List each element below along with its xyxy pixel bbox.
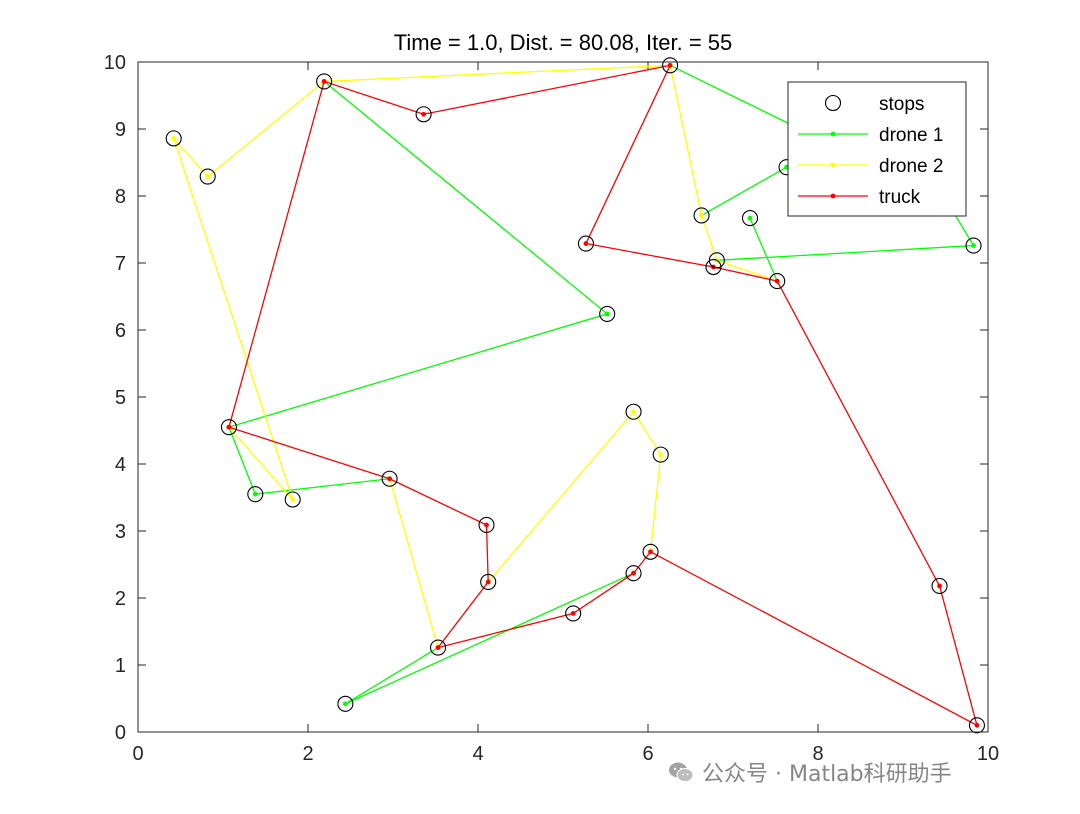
stop-marker — [220, 419, 237, 436]
stop-marker — [625, 565, 642, 582]
legend-stops-marker — [824, 94, 842, 112]
truck-point — [387, 476, 392, 482]
y-tick-label: 8 — [115, 186, 126, 208]
legend-label: drone 2 — [879, 156, 943, 177]
truck-point — [226, 424, 232, 430]
stop-marker — [247, 486, 264, 503]
legend-label: stops — [879, 94, 924, 115]
y-tick-label: 7 — [115, 253, 126, 275]
drone-2-route — [173, 64, 671, 500]
legend-label: drone 1 — [879, 125, 943, 146]
legend-label: truck — [879, 187, 921, 208]
y-tick-label: 2 — [115, 588, 126, 610]
stop-marker — [199, 168, 216, 185]
truck-point — [484, 522, 489, 528]
legend-drone-2-dot — [830, 162, 836, 168]
stop-marker — [931, 577, 948, 594]
truck-point — [648, 549, 653, 555]
stop-marker — [337, 695, 354, 712]
stop-marker — [708, 252, 725, 269]
y-tick-label: 3 — [115, 521, 126, 543]
truck-point — [774, 278, 780, 284]
y-tick-label: 4 — [115, 454, 126, 476]
stop-marker — [478, 516, 495, 534]
truck-point — [583, 241, 589, 246]
y-tick-label: 0 — [115, 722, 126, 744]
legend: stops drone 1 drone 2 truck — [787, 81, 967, 217]
stop-marker — [769, 273, 786, 290]
watermark-text: 公众号 · Matlab科研助手 — [702, 762, 952, 787]
y-tick-label: 10 — [104, 52, 126, 74]
legend-truck-dot — [830, 193, 836, 199]
truck-point — [937, 583, 942, 589]
stop-marker — [662, 57, 679, 74]
drone-2-point — [205, 174, 211, 179]
drone-1-point — [971, 243, 976, 248]
series-layer — [171, 62, 980, 728]
truck-point — [974, 722, 980, 728]
drone-2-point — [290, 497, 296, 502]
stop-marker — [625, 403, 642, 420]
drone-2-route — [388, 478, 439, 648]
legend-box — [787, 81, 967, 217]
stop-marker — [415, 106, 432, 123]
x-tick-label: 8 — [812, 743, 823, 765]
drone-2-point — [658, 452, 664, 458]
stop-marker — [284, 491, 301, 508]
stop-marker — [381, 470, 398, 487]
truck-point — [435, 645, 441, 650]
stop-marker — [480, 573, 497, 590]
drone-1-route — [749, 217, 778, 282]
drone-1-point — [343, 701, 348, 707]
truck-point — [631, 570, 636, 576]
stop-marker — [741, 210, 759, 227]
legend-drone-1-dot — [830, 131, 836, 137]
stop-marker — [577, 235, 595, 252]
y-tick-label: 5 — [115, 387, 126, 409]
drone-1-point — [604, 311, 610, 317]
y-tick-label: 1 — [115, 655, 126, 677]
x-tick-label: 4 — [472, 743, 483, 765]
stop-marker — [565, 605, 582, 622]
drone-2-point — [631, 409, 636, 415]
stop-marker — [599, 305, 616, 322]
y-tick-label: 9 — [115, 119, 126, 141]
stop-marker — [642, 543, 659, 560]
y-tick-label: 6 — [115, 320, 126, 342]
truck-point — [321, 79, 327, 84]
x-tick-label: 2 — [302, 743, 313, 765]
stop-marker — [316, 73, 333, 90]
x-tick-label: 10 — [977, 743, 999, 765]
x-tick-label: 0 — [132, 743, 143, 765]
wechat-icon — [669, 762, 694, 782]
drone-2-point — [699, 213, 704, 218]
stop-marker — [165, 130, 182, 147]
stop-marker — [693, 207, 710, 224]
stop-marker — [652, 446, 669, 463]
drone-2-route — [487, 410, 662, 583]
axis-ticks: 0 2 4 6 8 10 0 1 2 3 4 5 6 7 8 9 10 — [104, 52, 999, 765]
truck-point — [485, 579, 491, 585]
drone-1-point — [747, 215, 753, 221]
stop-marker — [965, 237, 982, 254]
chart-title: Time = 1.0, Dist. = 80.08, Iter. = 55 — [394, 30, 733, 55]
plot-border — [137, 61, 989, 733]
truck-point — [570, 611, 576, 616]
truck-point — [667, 62, 673, 68]
stop-marker — [968, 717, 986, 734]
drone-1-point — [252, 491, 258, 497]
stop-marker — [429, 639, 447, 656]
watermark: 公众号 · Matlab科研助手 — [668, 756, 952, 788]
drone-2-point — [171, 135, 177, 141]
truck-point — [421, 111, 426, 117]
x-tick-label: 6 — [642, 743, 653, 765]
drone-2-route — [669, 65, 778, 282]
